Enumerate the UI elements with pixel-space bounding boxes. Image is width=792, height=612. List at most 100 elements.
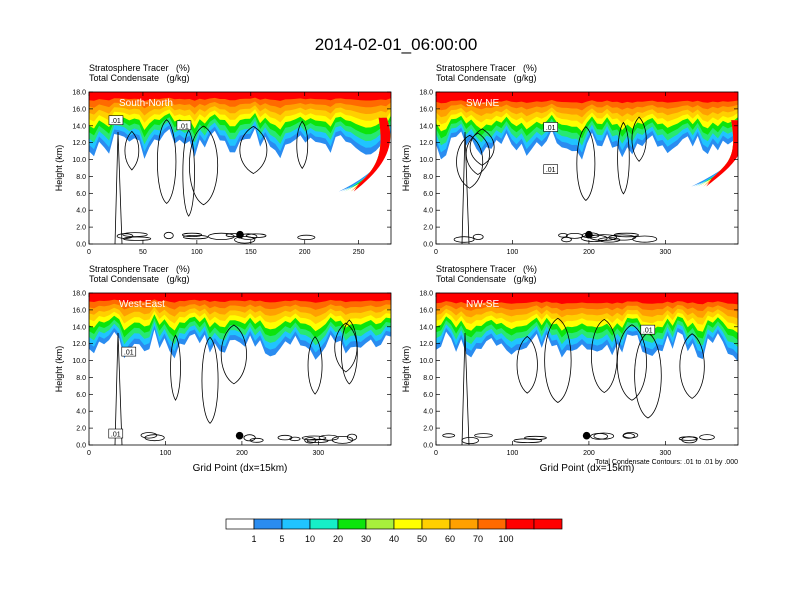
contour-label-box [176,120,192,131]
y-tick-label: 14.0 [72,123,86,130]
tracer-shading [436,293,738,362]
y-tick-label: 0.0 [423,242,433,249]
colorbar-label: 10 [305,534,315,544]
tracer-shading [436,92,738,187]
colorbar-label: 100 [498,534,513,544]
panel-1: Stratosphere Tracer (%)Total Condensate … [54,63,392,256]
tracer-shading [89,92,391,192]
panel-subtitle: Total Condensate (g/kg) [436,274,537,284]
panel-title: Stratosphere Tracer (%) [436,63,537,73]
contour-label: .01 [643,328,653,335]
y-tick-label: 6.0 [423,191,433,198]
y-axis-label: Height (km) [401,145,411,192]
y-tick-label: 16.0 [419,106,433,113]
panel-title: Stratosphere Tracer (%) [89,264,190,274]
location-marker [585,230,593,239]
x-tick-label: 0 [87,450,91,457]
colorbar-label: 1 [251,534,256,544]
y-tick-label: 0.0 [76,242,86,249]
y-tick-label: 2.0 [76,426,86,433]
contour-label: .01 [111,432,121,439]
colorbar-label: 5 [279,534,284,544]
x-axis-label: Grid Point (dx=15km) [193,463,288,474]
y-tick-label: 8.0 [76,375,86,382]
y-tick-label: 4.0 [423,409,433,416]
panel-label: West-East [119,299,165,310]
y-tick-label: 14.0 [419,123,433,130]
condensate-contours [114,319,358,445]
y-tick-label: 10.0 [72,358,86,365]
contour-label-box [108,115,124,126]
colorbar-swatch [253,518,283,530]
figure-title: 2014-02-01_06:00:00 [315,35,478,54]
x-tick-label: 100 [507,249,519,256]
colorbar: 1 5 10 20 30 40 50 60 70 100 [225,518,563,544]
colorbar-swatch [477,518,507,530]
colorbar-swatch [449,518,479,530]
contour-footnote: Total Condensate Contours: .01 to .01 by… [595,459,738,466]
x-tick-label: 50 [139,249,147,256]
y-tick-label: 18.0 [72,291,86,298]
y-axis-label: Height (km) [54,346,64,393]
x-tick-label: 200 [299,249,311,256]
x-tick-label: 100 [507,450,519,457]
colorbar-swatch [393,518,423,530]
y-tick-label: 4.0 [76,208,86,215]
contour-label-box [543,164,558,174]
x-tick-label: 200 [236,450,248,457]
colorbar-swatch [533,518,563,530]
contour-label: .01 [124,350,134,357]
y-tick-label: 2.0 [423,426,433,433]
y-axis-label: Height (km) [54,145,64,192]
y-tick-label: 10.0 [419,358,433,365]
y-axis-label: Height (km) [401,346,411,393]
x-tick-label: 0 [434,249,438,256]
y-tick-label: 16.0 [419,307,433,314]
y-tick-label: 12.0 [72,140,86,147]
x-tick-label: 200 [583,450,595,457]
x-tick-label: 200 [583,249,595,256]
colorbar-swatch [365,518,395,530]
panel-3: Stratosphere Tracer (%)Total Condensate … [54,264,392,474]
x-axis-label: Grid Point (dx=15km) [540,463,635,474]
contour-label-box [543,122,558,132]
y-tick-label: 18.0 [419,291,433,298]
y-tick-label: 0.0 [423,443,433,450]
y-tick-label: 12.0 [419,140,433,147]
plot-frame [88,292,392,446]
contour-label-box [640,324,656,335]
y-tick-label: 4.0 [76,409,86,416]
x-tick-label: 100 [160,450,172,457]
panel-label: SW-NE [466,98,499,109]
colorbar-swatch [281,518,311,530]
panel-subtitle: Total Condensate (g/kg) [89,274,190,284]
colorbar-swatch [337,518,367,530]
y-tick-label: 0.0 [76,443,86,450]
x-tick-label: 0 [434,450,438,457]
panel-subtitle: Total Condensate (g/kg) [436,73,537,83]
plot-frame [88,91,392,245]
y-tick-label: 2.0 [76,225,86,232]
x-tick-label: 100 [191,249,203,256]
x-tick-label: 150 [245,249,257,256]
colorbar-label: 60 [445,534,455,544]
colorbar-swatch [309,518,339,530]
panel-label: NW-SE [466,299,499,310]
y-tick-label: 14.0 [72,324,86,331]
y-tick-label: 10.0 [419,157,433,164]
contour-label-box [108,428,124,439]
y-tick-label: 8.0 [76,174,86,181]
panel-label: South-North [119,98,173,109]
plot-frame [435,292,739,446]
location-marker [235,431,244,440]
contour-label-box [121,346,137,357]
x-tick-label: 300 [313,450,325,457]
contour-label: .01 [111,118,121,125]
y-tick-label: 8.0 [423,375,433,382]
contour-label: .01 [546,125,556,132]
x-tick-label: 300 [660,450,672,457]
y-tick-label: 8.0 [423,174,433,181]
colorbar-label: 20 [333,534,343,544]
x-tick-label: 250 [353,249,365,256]
